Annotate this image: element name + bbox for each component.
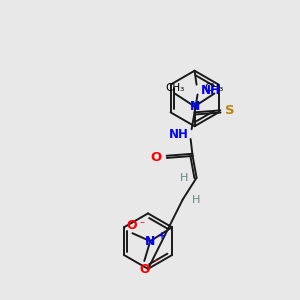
Text: CH₃: CH₃: [205, 82, 224, 92]
Text: O: O: [126, 219, 137, 232]
Text: H: H: [179, 173, 188, 183]
Text: S: S: [225, 104, 235, 117]
Text: H: H: [191, 194, 200, 205]
Text: ⁻: ⁻: [139, 220, 145, 230]
Text: +: +: [158, 231, 166, 241]
Text: N: N: [145, 235, 155, 248]
Text: N: N: [189, 100, 200, 113]
Text: O: O: [151, 152, 162, 164]
Text: CH₃: CH₃: [165, 82, 184, 92]
Text: O: O: [139, 263, 150, 276]
Text: NH: NH: [169, 128, 189, 141]
Text: NH: NH: [200, 84, 220, 97]
Text: ⁻: ⁻: [152, 258, 158, 268]
